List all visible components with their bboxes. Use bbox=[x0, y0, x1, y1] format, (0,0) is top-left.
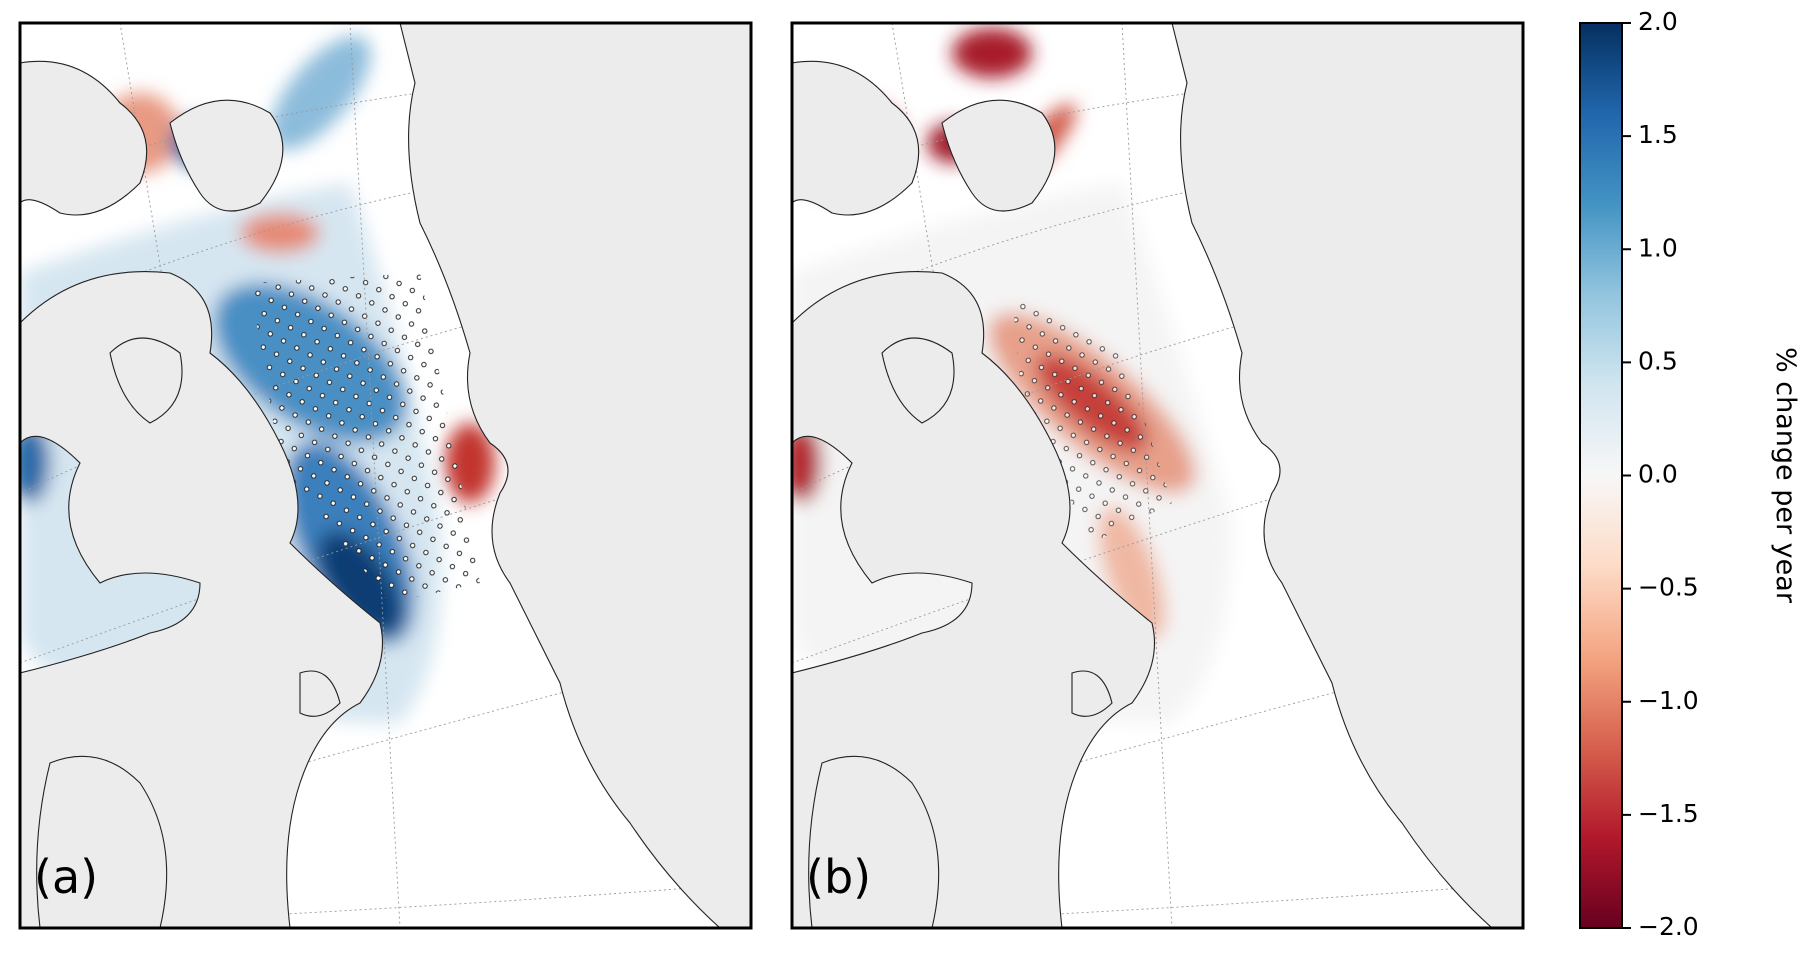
colorbar-label: % change per year bbox=[1770, 347, 1801, 604]
tick-label: 1.5 bbox=[1638, 120, 1678, 149]
colorbar-gradient bbox=[1579, 22, 1623, 929]
tick-label: 0.5 bbox=[1638, 346, 1678, 375]
tick-label: −2.0 bbox=[1638, 912, 1699, 941]
panel-a: (a) bbox=[18, 21, 753, 930]
tick-label: −0.5 bbox=[1638, 573, 1699, 602]
tick-label: −1.5 bbox=[1638, 799, 1699, 828]
tick-label: 2.0 bbox=[1638, 7, 1678, 36]
tick-label: 1.0 bbox=[1638, 233, 1678, 262]
panel-b: (b) bbox=[790, 21, 1525, 930]
colorbar: % change per year 2.0 1.5 1.0 0.5 0.0 −0.5 −1.… bbox=[1579, 7, 1801, 941]
panel-label: (a) bbox=[34, 850, 98, 904]
panel-label: (b) bbox=[806, 850, 871, 904]
tick-label: 0.0 bbox=[1638, 460, 1678, 489]
tick-label: −1.0 bbox=[1638, 686, 1699, 715]
